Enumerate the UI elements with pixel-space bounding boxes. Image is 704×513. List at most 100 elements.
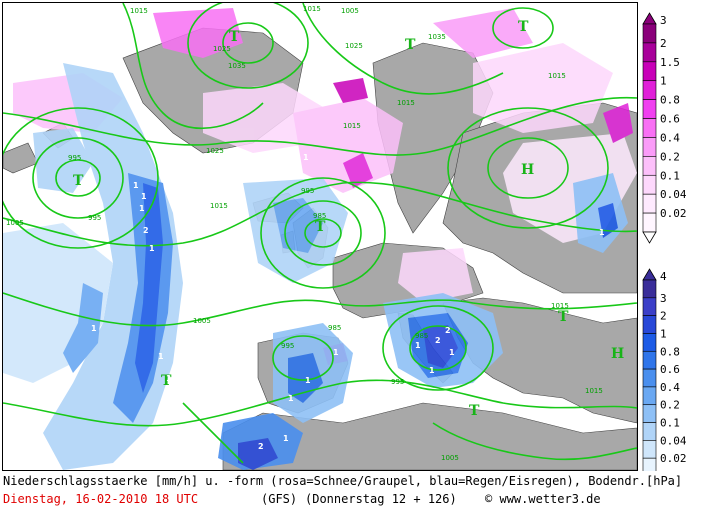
isobar-label: 1015 — [210, 202, 228, 210]
rain-legend-label: 4 — [660, 270, 667, 283]
low-pressure-center: T — [558, 309, 569, 325]
isobar-label: 1025 — [345, 42, 363, 50]
isobar-label: 1025 — [206, 147, 224, 155]
snow-legend-label: 0.1 — [660, 169, 680, 182]
snow-value: 1 — [303, 153, 309, 162]
snow-legend-label: 1 — [660, 75, 667, 88]
isobar-label: 1005 — [441, 454, 459, 462]
rain-legend: 4 3 2 1 0.8 0.6 0.4 0.2 0.1 0.04 0.02 — [639, 268, 704, 488]
isobar-label: 985 — [313, 212, 326, 220]
model-name: (GFS) — [261, 492, 298, 506]
rain-value: 1 — [166, 374, 172, 383]
snow-legend-label: 0.4 — [660, 131, 680, 144]
chart-title: Niederschlagsstaerke [mm/h] u. -form (ro… — [3, 474, 683, 488]
rain-value: 1 — [305, 376, 311, 385]
rain-legend-label: 0.04 — [660, 434, 687, 447]
low-pressure-center: T — [161, 373, 172, 389]
rain-value: 1 — [415, 341, 421, 350]
rain-legend-label: 0.4 — [660, 381, 680, 394]
rain-value: 1 — [429, 366, 435, 375]
snow-legend-swatch — [642, 174, 657, 195]
isobar-label: 1005 — [193, 317, 211, 325]
rain-legend-swatch — [642, 279, 657, 299]
chart-footer: Niederschlagsstaerke [mm/h] u. -form (ro… — [0, 471, 704, 513]
rain-value: 1 — [91, 324, 97, 333]
snow-legend-swatch — [642, 61, 657, 82]
rain-legend-label: 0.02 — [660, 452, 687, 465]
rain-value: 1 — [133, 181, 139, 190]
snow-legend-swatch — [642, 42, 657, 63]
run-info: Dienstag, 16-02-2010 18 UTC (GFS) (Donne… — [3, 491, 643, 508]
snow-legend-label: 1.5 — [660, 56, 680, 69]
snow-legend-swatch — [642, 156, 657, 176]
rain-value: 2 — [435, 336, 441, 345]
snow-legend-swatch — [642, 80, 657, 100]
rain-legend-label: 0.8 — [660, 345, 680, 358]
isobar-label: 985 — [415, 332, 428, 340]
rain-value: 1 — [599, 228, 605, 237]
snow-legend-swatch — [642, 212, 657, 233]
credit-url[interactable]: www.wetter3.de — [499, 492, 601, 506]
rain-value: 1 — [139, 204, 145, 213]
rain-legend-swatch — [642, 333, 657, 352]
rain-legend-swatch — [642, 350, 657, 370]
isobar-label: 1035 — [228, 62, 246, 70]
isobar-label: 995 — [88, 214, 101, 222]
low-pressure-center: T — [405, 37, 416, 53]
rain-value: 2 — [258, 442, 264, 451]
isobar-label: 1015 — [343, 122, 361, 130]
isobar-label: 1015 — [130, 7, 148, 15]
rain-legend-swatch — [642, 297, 657, 316]
rain-value: 1 — [288, 394, 294, 403]
precipitation-map: 1015 1025 1035 1015 1025 1035 1015 995 1… — [2, 2, 638, 471]
snow-value: 1 — [333, 348, 339, 357]
rain-legend-swatch — [642, 368, 657, 388]
isobar-label: 985 — [328, 324, 341, 332]
high-pressure-center: H — [611, 346, 624, 362]
run-date: Dienstag, 16-02-2010 18 UTC — [3, 492, 199, 506]
isobar-label: 995 — [68, 154, 81, 162]
snow-legend-swatch — [642, 99, 657, 119]
snow-legend-swatch — [642, 137, 657, 157]
snow-legend-swatch — [642, 193, 657, 214]
isobar-label: 1015 — [585, 387, 603, 395]
forecast-lead: (Donnerstag 12 + 126) — [305, 492, 457, 506]
isobar-label: 1005 — [341, 7, 359, 15]
snow-legend-label: 0.02 — [660, 207, 687, 220]
rain-legend-label: 3 — [660, 292, 667, 305]
rain-value: 1 — [141, 192, 147, 201]
snow-legend-arrow-bottom — [642, 231, 657, 244]
rain-areas — [3, 63, 628, 470]
credit: © www.wetter3.de — [485, 491, 601, 508]
rain-legend-arrow-top — [642, 268, 657, 281]
isobar-label: 1015 — [548, 72, 566, 80]
rain-value-labels: 1 1 1 2 1 1 1 1 1 1 1 2 1 1 2 2 1 1 1 1 — [91, 153, 605, 451]
low-pressure-center: T — [518, 19, 529, 35]
rain-legend-label: 0.1 — [660, 417, 680, 430]
rain-value: 1 — [283, 434, 289, 443]
rain-legend-label: 1 — [660, 327, 667, 340]
rain-value: 1 — [149, 244, 155, 253]
snow-legend-label: 0.2 — [660, 150, 680, 163]
isobar-label: 1015 — [551, 302, 569, 310]
rain-legend-swatch — [642, 315, 657, 334]
high-pressure-center: H — [521, 162, 534, 178]
snow-legend-label: 0.8 — [660, 94, 680, 107]
rain-legend-swatch — [642, 386, 657, 406]
low-pressure-center: T — [469, 403, 480, 419]
isobar-labels: 1015 1025 1035 1015 1025 1035 1015 995 1… — [6, 5, 603, 462]
rain-value: 1 — [449, 348, 455, 357]
isobar-label: 1005 — [6, 219, 24, 227]
copyright-icon: © — [485, 492, 493, 506]
isobar-label: 995 — [391, 378, 404, 386]
isobar-label: 1015 — [303, 5, 321, 13]
rain-legend-label: 2 — [660, 310, 667, 323]
snow-legend-swatch — [642, 118, 657, 138]
snow-legend-label: 0.6 — [660, 113, 680, 126]
rain-legend-swatch — [642, 422, 657, 441]
rain-value: 2 — [445, 326, 451, 335]
low-pressure-center: T — [315, 219, 326, 235]
rain-legend-bar: 4 3 2 1 0.8 0.6 0.4 0.2 0.1 0.04 0.02 — [642, 268, 687, 488]
rain-value: 2 — [143, 226, 149, 235]
rain-legend-swatch — [642, 440, 657, 459]
